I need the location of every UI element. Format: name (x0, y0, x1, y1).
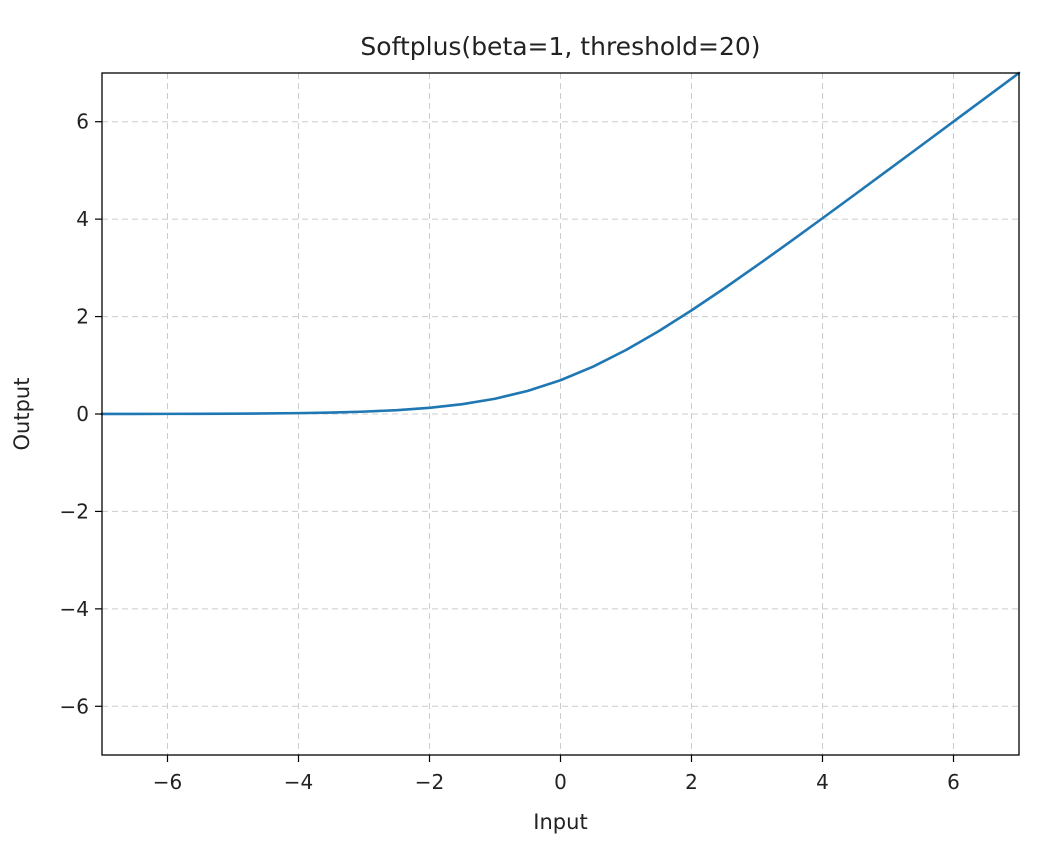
x-axis-label: Input (533, 810, 587, 834)
y-tick-label: −4 (60, 597, 89, 621)
x-tick-label: 6 (947, 770, 960, 794)
x-tick-label: 0 (554, 770, 567, 794)
chart-title: Softplus(beta=1, threshold=20) (360, 32, 760, 61)
y-axis-label: Output (10, 378, 34, 451)
x-tick-label: −4 (284, 770, 313, 794)
softplus-line (100, 71, 1021, 416)
x-axis-ticks: −6 −4 −2 0 2 4 6 (153, 755, 960, 794)
x-tick-label: 4 (816, 770, 829, 794)
y-tick-label: 2 (76, 305, 89, 329)
y-tick-label: −2 (60, 499, 89, 523)
y-tick-label: −6 (60, 694, 89, 718)
series-layer (100, 71, 1021, 416)
y-tick-label: 6 (76, 110, 89, 134)
x-tick-label: −2 (415, 770, 444, 794)
x-tick-label: 2 (685, 770, 698, 794)
y-tick-label: 0 (76, 402, 89, 426)
y-axis-ticks: −6 −4 −2 0 2 4 6 (60, 110, 102, 718)
x-tick-label: −6 (153, 770, 182, 794)
y-tick-label: 4 (76, 207, 89, 231)
